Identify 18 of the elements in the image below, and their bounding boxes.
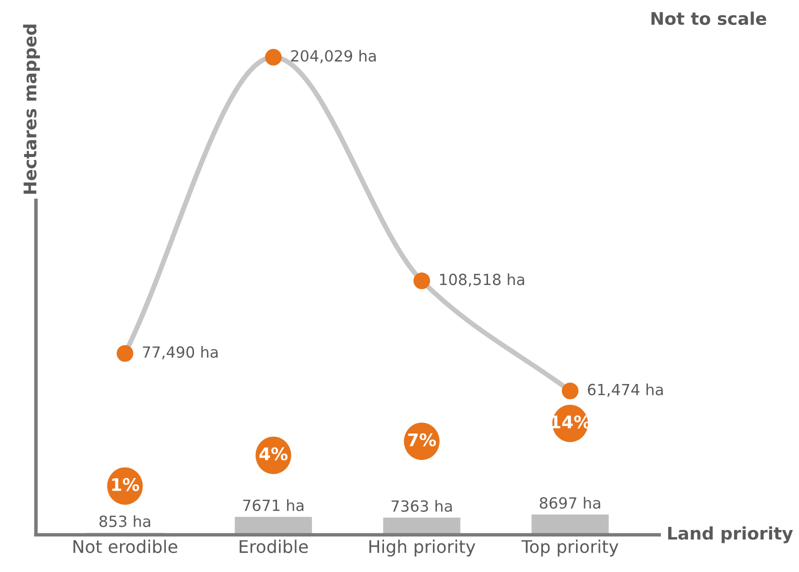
data-label: 7363 ha (392, 500, 452, 512)
x-tick-label: Erodible (240, 540, 308, 554)
x-axis-title: Land priority (668, 526, 793, 544)
data-label: 204,029 ha (291, 50, 376, 64)
data-label: 853 ha (99, 515, 150, 528)
data-label: 108,518 ha (440, 273, 524, 287)
x-tick-label: High priority (369, 540, 476, 556)
x-tick-label: Top priority (521, 540, 618, 556)
data-label: 7671 ha (243, 499, 304, 512)
annotation: 4% (259, 447, 288, 460)
data-label: 77,490 ha (142, 346, 218, 360)
data-label: 8697 ha (540, 496, 600, 509)
annotation: 7% (408, 433, 436, 446)
data-label: 61,474 ha (588, 384, 663, 397)
y-axis-title: Hectares mapped (23, 24, 40, 194)
annotation: 1% (112, 478, 140, 492)
x-tick-label: Not erodible (74, 540, 178, 554)
text: Not to scale (652, 12, 766, 26)
